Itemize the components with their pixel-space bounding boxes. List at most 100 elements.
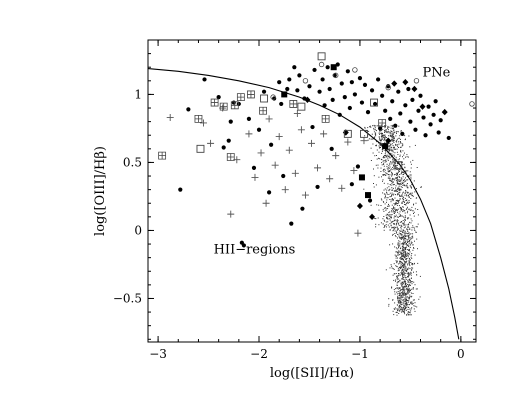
cloud-point: [391, 174, 393, 176]
cloud-point: [413, 211, 415, 213]
cloud-point: [403, 240, 405, 242]
cloud-point: [396, 204, 398, 206]
cloud-point: [383, 160, 385, 161]
cloud-point: [405, 295, 407, 297]
cloud-point: [404, 263, 406, 265]
cloud-point: [402, 289, 404, 290]
cloud-point: [403, 247, 405, 248]
cloud-point: [402, 144, 404, 146]
cloud-point: [385, 174, 387, 176]
cloud-point: [405, 284, 407, 286]
cloud-point: [405, 261, 407, 263]
cloud-point: [396, 219, 398, 221]
cloud-point: [398, 188, 400, 190]
cloud-point: [383, 135, 385, 137]
cloud-point: [401, 268, 403, 270]
hii-region-label: HII−regions: [214, 243, 296, 258]
cloud-point: [404, 280, 406, 282]
cloud-point: [406, 212, 408, 214]
cloud-point: [402, 183, 403, 184]
cloud-point: [405, 236, 407, 238]
cloud-point: [398, 300, 400, 302]
cloud-point: [405, 170, 406, 172]
cloud-point: [413, 308, 415, 310]
cloud-point: [406, 254, 408, 256]
cloud-point: [409, 311, 411, 313]
cloud-point: [407, 289, 409, 290]
cloud-point: [394, 307, 396, 309]
cloud-point: [376, 125, 378, 127]
cloud-point: [412, 264, 413, 266]
filled-circle-point: [357, 75, 363, 81]
cloud-point: [401, 253, 403, 255]
cloud-point: [388, 167, 390, 169]
cloud-point: [391, 182, 393, 184]
cloud-point: [389, 179, 391, 181]
cloud-point: [385, 172, 387, 174]
cloud-point: [397, 188, 398, 190]
cloud-point: [391, 172, 393, 174]
cloud-point: [406, 304, 408, 306]
cloud-point: [411, 187, 412, 189]
cloud-point: [396, 222, 398, 224]
cloud-point: [390, 184, 392, 186]
filled-circle-point: [408, 119, 413, 124]
plus-point: [271, 161, 279, 169]
cloud-point: [398, 292, 400, 294]
open-circle-point: [270, 94, 276, 100]
cloud-point: [399, 257, 401, 259]
cloud-point: [408, 287, 410, 289]
filled-circle-point: [410, 97, 415, 102]
cloud-point: [402, 281, 404, 283]
cloud-point: [402, 309, 404, 311]
cloud-point: [391, 286, 393, 288]
cloud-point: [410, 167, 412, 169]
cloud-point: [402, 258, 404, 260]
cloud-point: [394, 148, 396, 150]
cloud-point: [388, 204, 389, 205]
cloud-point: [409, 174, 411, 176]
cloud-point: [384, 157, 386, 159]
cloud-point: [388, 298, 390, 300]
cloud-point: [398, 240, 400, 242]
cloud-point: [400, 237, 402, 239]
cloud-point: [403, 230, 405, 232]
cloud-point: [404, 285, 406, 287]
cloud-point: [392, 208, 394, 210]
cloud-point: [397, 298, 399, 300]
cloud-point: [402, 206, 404, 208]
cloud-point: [402, 184, 404, 186]
cloud-point: [396, 179, 398, 181]
cloud-point: [389, 148, 391, 150]
cloud-point: [375, 226, 377, 228]
cloud-point: [407, 192, 409, 194]
cloud-point: [407, 279, 409, 281]
cloud-point: [384, 161, 386, 163]
cloud-point: [405, 300, 407, 302]
cloud-point: [406, 185, 408, 187]
cloud-point: [405, 180, 407, 182]
cloud-point: [394, 219, 395, 221]
cloud-point: [399, 294, 400, 296]
cloud-point: [394, 235, 396, 237]
cloud-point: [396, 311, 398, 313]
cloud-point: [403, 288, 405, 290]
cloud-point: [405, 252, 406, 254]
cloud-point: [400, 289, 402, 291]
cloud-point: [392, 220, 394, 222]
boxed-plus-point: [259, 106, 267, 115]
cloud-point: [408, 135, 410, 137]
cloud-point: [390, 135, 392, 137]
cloud-point: [391, 189, 393, 191]
cloud-point: [387, 126, 389, 128]
cloud-point: [399, 179, 401, 181]
cloud-point: [395, 210, 396, 212]
cloud-point: [403, 282, 405, 284]
plus-point: [262, 199, 270, 207]
cloud-point: [400, 230, 402, 232]
cloud-point: [389, 216, 391, 218]
cloud-point: [413, 204, 414, 206]
cloud-point: [399, 245, 401, 247]
cloud-point: [406, 202, 408, 204]
cloud-point: [419, 275, 421, 277]
